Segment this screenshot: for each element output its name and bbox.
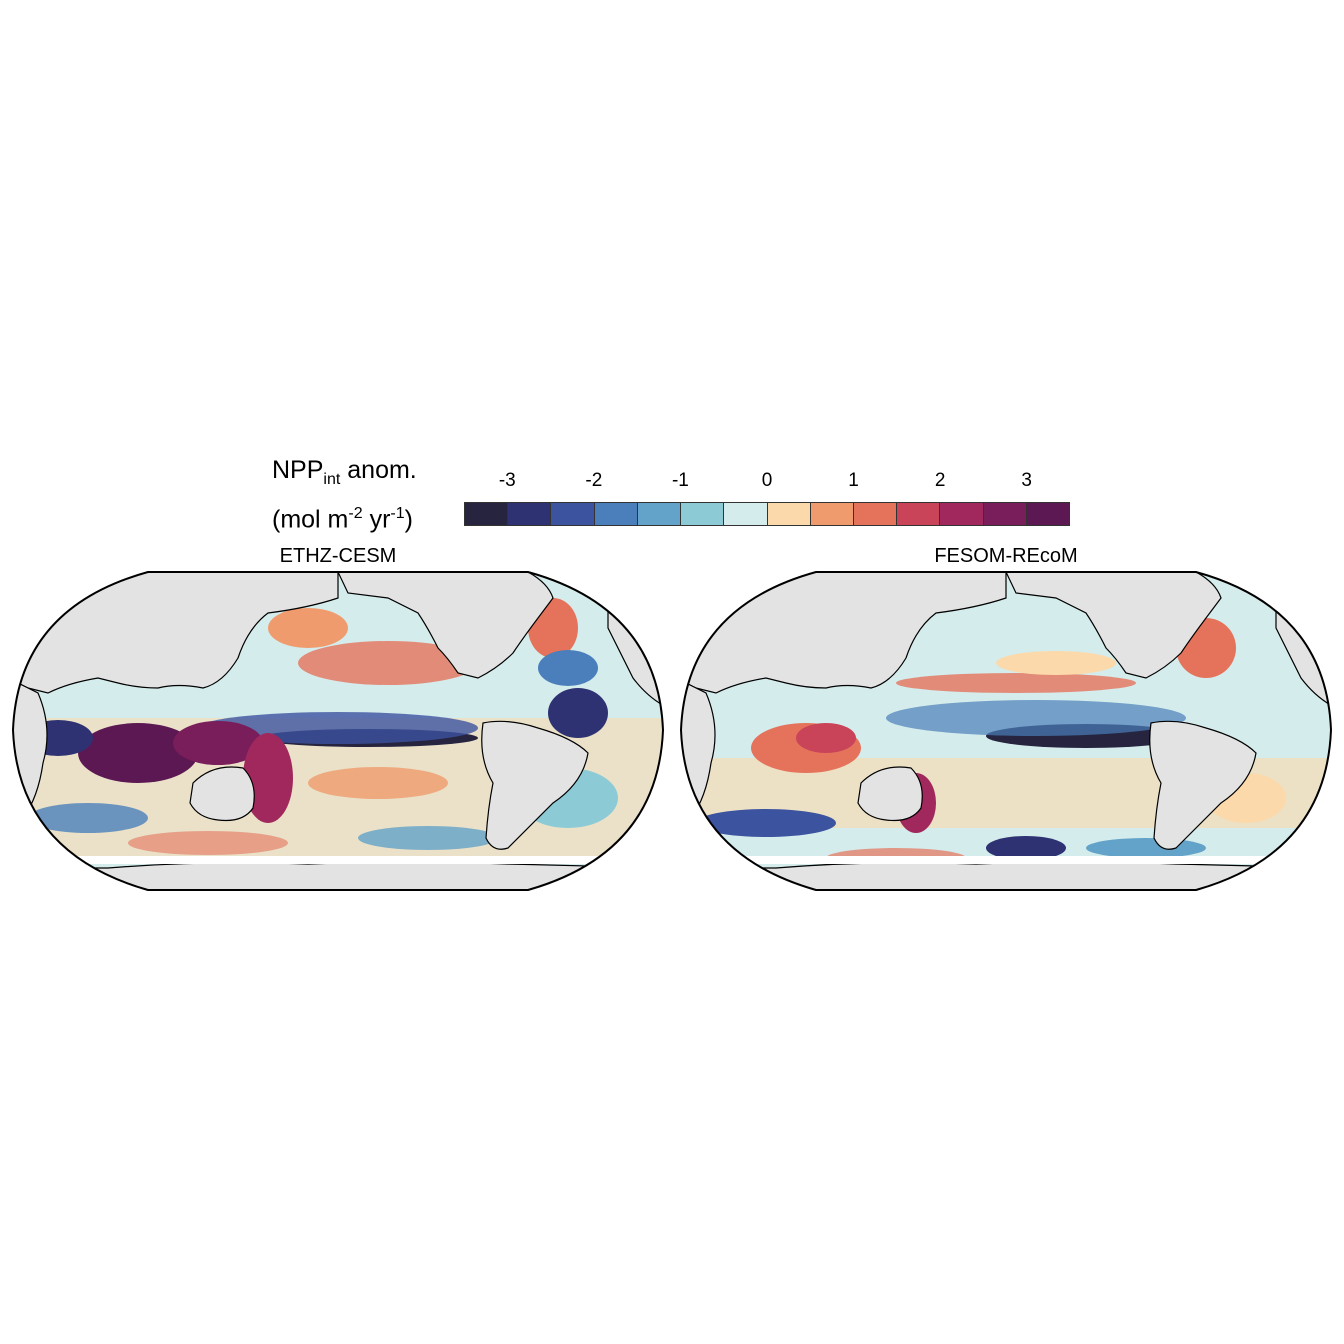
legend-variable: NPPint anom. bbox=[272, 456, 417, 488]
colorbar-segment bbox=[724, 503, 768, 525]
colorbar-segment bbox=[897, 503, 941, 525]
colorbar-tick-label: 1 bbox=[848, 470, 859, 491]
panel-title-fesom: FESOM-REcoM bbox=[934, 545, 1078, 567]
colorbar-segment bbox=[465, 503, 509, 525]
colorbar-segment bbox=[508, 503, 552, 525]
colorbar-tick-label: 2 bbox=[934, 470, 946, 491]
colorbar-tick-label: 3 bbox=[1021, 470, 1032, 491]
colorbar bbox=[464, 502, 1070, 526]
colorbar-tick-label: -3 bbox=[498, 470, 516, 491]
colorbar-segment bbox=[767, 503, 811, 525]
legend-title: NPPint anom. (mol m-2 yr-1) bbox=[272, 453, 417, 536]
map-ethz-cesm bbox=[11, 571, 665, 891]
colorbar-segment bbox=[681, 503, 725, 525]
colorbar-segment bbox=[983, 503, 1027, 525]
map-fesom-recom bbox=[679, 571, 1333, 891]
legend-unit: (mol m-2 yr-1) bbox=[272, 505, 413, 534]
map-outline bbox=[11, 571, 665, 891]
panel-title-ethz: ETHZ-CESM bbox=[279, 545, 397, 567]
colorbar-segment bbox=[853, 503, 898, 525]
colorbar-segment bbox=[551, 503, 595, 525]
map-outline bbox=[679, 571, 1333, 891]
colorbar-segment bbox=[637, 503, 682, 525]
colorbar-tick-label: -2 bbox=[585, 470, 603, 491]
colorbar-segment bbox=[940, 503, 984, 525]
colorbar-segment bbox=[1026, 503, 1070, 525]
colorbar-segment bbox=[594, 503, 638, 525]
colorbar-tick-label: -1 bbox=[671, 470, 689, 491]
colorbar-tick-label: 0 bbox=[761, 470, 773, 491]
colorbar-segment bbox=[810, 503, 854, 525]
land-masses bbox=[13, 572, 663, 890]
